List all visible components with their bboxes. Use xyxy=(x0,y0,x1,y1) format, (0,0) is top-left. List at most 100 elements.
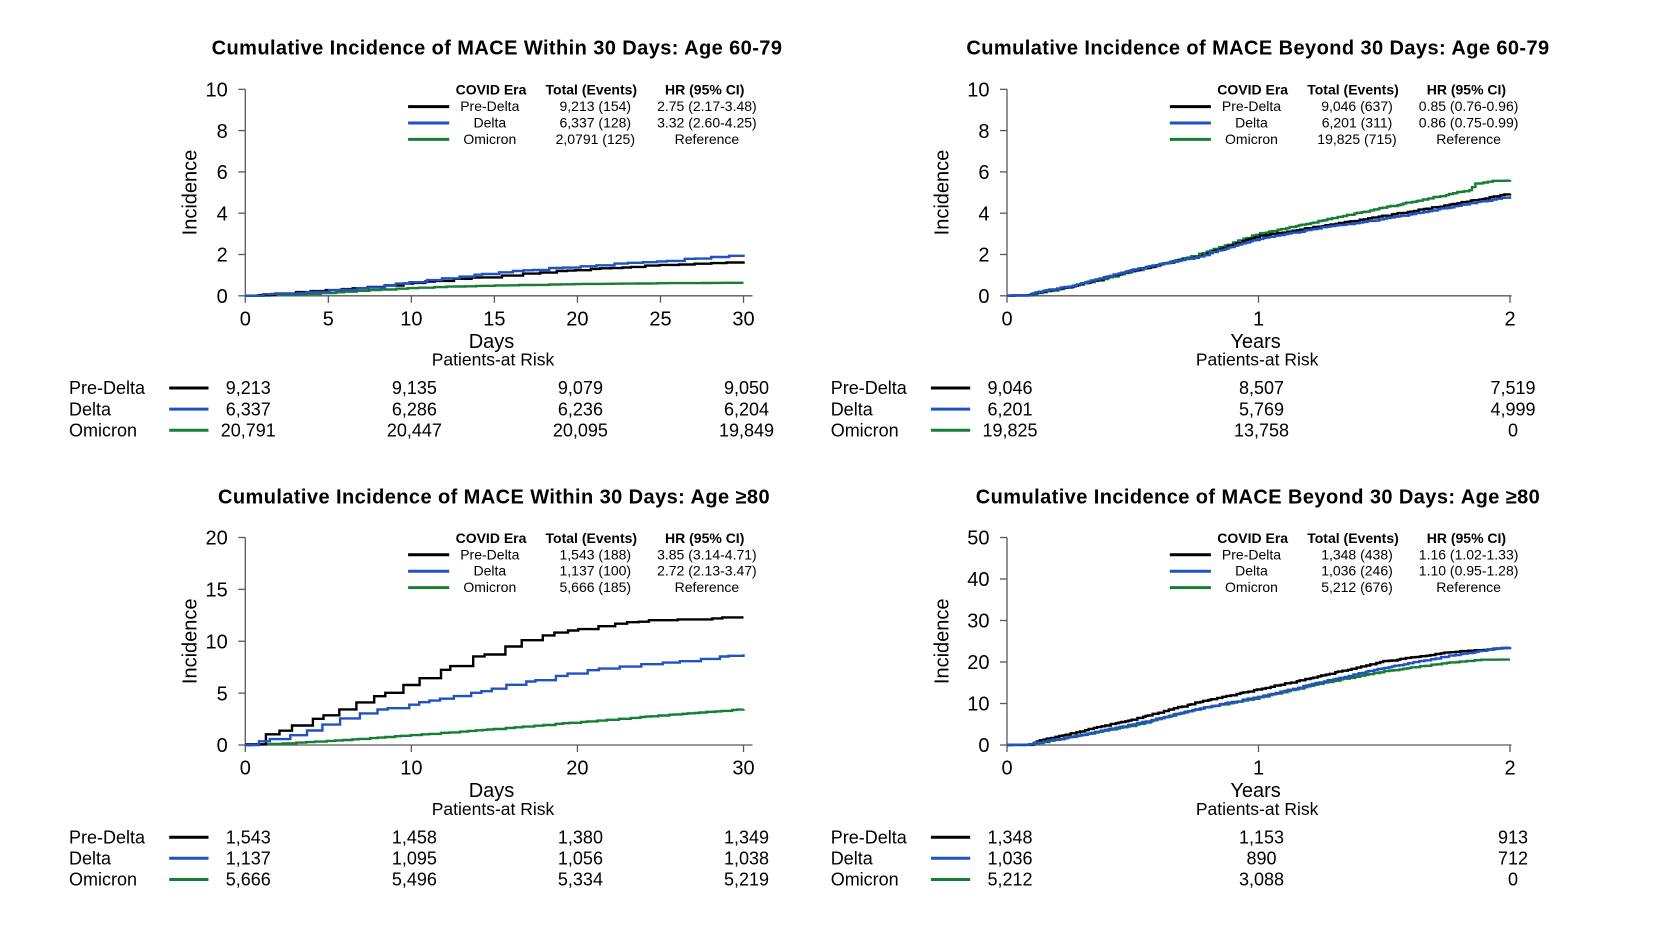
svg-text:8: 8 xyxy=(217,121,228,143)
svg-text:COVID Era: COVID Era xyxy=(1217,530,1288,546)
svg-text:Patients-at Risk: Patients-at Risk xyxy=(1196,799,1319,819)
svg-text:5,212 (676): 5,212 (676) xyxy=(1321,579,1393,595)
svg-text:Pre-Delta: Pre-Delta xyxy=(69,378,146,398)
svg-text:4,999: 4,999 xyxy=(1490,399,1535,419)
svg-text:Pre-Delta: Pre-Delta xyxy=(460,546,519,562)
svg-text:Pre-Delta: Pre-Delta xyxy=(69,827,146,847)
svg-text:30: 30 xyxy=(967,611,989,633)
svg-text:9,046: 9,046 xyxy=(987,378,1032,398)
svg-text:6,201: 6,201 xyxy=(987,399,1032,419)
svg-text:5,219: 5,219 xyxy=(724,870,769,890)
svg-text:40: 40 xyxy=(967,569,989,591)
svg-text:Delta: Delta xyxy=(831,399,874,419)
svg-text:2: 2 xyxy=(217,245,228,267)
svg-text:1,348 (438): 1,348 (438) xyxy=(1321,546,1393,562)
svg-text:5: 5 xyxy=(217,683,228,705)
svg-text:1,056: 1,056 xyxy=(558,849,603,869)
svg-text:20: 20 xyxy=(206,528,228,550)
svg-text:Omicron: Omicron xyxy=(1225,131,1278,147)
svg-text:30: 30 xyxy=(732,758,754,780)
svg-text:9,079: 9,079 xyxy=(558,378,603,398)
svg-text:2: 2 xyxy=(1504,758,1515,780)
svg-text:1: 1 xyxy=(1253,309,1264,331)
svg-text:20: 20 xyxy=(566,309,588,331)
svg-text:20,095: 20,095 xyxy=(553,421,608,441)
svg-text:Omicron: Omicron xyxy=(463,579,516,595)
svg-text:1.10 (0.95-1.28): 1.10 (0.95-1.28) xyxy=(1419,563,1519,579)
svg-text:Delta: Delta xyxy=(473,115,506,131)
svg-text:20,447: 20,447 xyxy=(387,421,442,441)
svg-text:1: 1 xyxy=(1253,758,1264,780)
svg-text:2.72 (2.13-3.47): 2.72 (2.13-3.47) xyxy=(657,563,757,579)
svg-text:0: 0 xyxy=(978,735,989,757)
svg-text:1,349: 1,349 xyxy=(724,827,769,847)
svg-text:Pre-Delta: Pre-Delta xyxy=(1222,546,1281,562)
svg-text:Delta: Delta xyxy=(831,849,874,869)
svg-text:0: 0 xyxy=(1508,870,1518,890)
svg-text:10: 10 xyxy=(400,758,422,780)
svg-text:Delta: Delta xyxy=(473,563,506,579)
svg-text:HR (95% CI): HR (95% CI) xyxy=(1427,530,1506,546)
svg-text:Incidence: Incidence xyxy=(931,150,953,236)
svg-text:5,769: 5,769 xyxy=(1239,399,1284,419)
svg-text:10: 10 xyxy=(206,631,228,653)
svg-text:0: 0 xyxy=(978,286,989,308)
svg-text:5,212: 5,212 xyxy=(987,870,1032,890)
svg-text:Cumulative Incidence of MACE B: Cumulative Incidence of MACE Beyond 30 D… xyxy=(976,487,1540,509)
svg-text:Cumulative Incidence of MACE B: Cumulative Incidence of MACE Beyond 30 D… xyxy=(966,38,1549,60)
svg-text:20,791: 20,791 xyxy=(221,421,276,441)
svg-text:Incidence: Incidence xyxy=(180,598,202,684)
svg-text:6: 6 xyxy=(217,162,228,184)
svg-text:Omicron: Omicron xyxy=(463,131,516,147)
svg-text:2,0791 (125): 2,0791 (125) xyxy=(556,131,635,147)
svg-text:1,036 (246): 1,036 (246) xyxy=(1321,563,1393,579)
svg-text:Pre-Delta: Pre-Delta xyxy=(1222,98,1281,114)
svg-text:Reference: Reference xyxy=(675,131,740,147)
svg-text:7,519: 7,519 xyxy=(1490,378,1535,398)
svg-text:Patients-at Risk: Patients-at Risk xyxy=(432,350,555,370)
svg-text:6,337: 6,337 xyxy=(226,399,271,419)
svg-text:Omicron: Omicron xyxy=(69,870,137,890)
svg-text:HR (95% CI): HR (95% CI) xyxy=(1427,82,1506,98)
svg-text:Total (Events): Total (Events) xyxy=(546,82,638,98)
svg-text:1,348: 1,348 xyxy=(987,827,1032,847)
svg-text:20: 20 xyxy=(566,758,588,780)
svg-text:20: 20 xyxy=(967,652,989,674)
svg-text:8: 8 xyxy=(978,121,989,143)
svg-text:Reference: Reference xyxy=(675,579,740,595)
svg-text:6,236: 6,236 xyxy=(558,399,603,419)
svg-text:5,334: 5,334 xyxy=(558,870,603,890)
svg-text:913: 913 xyxy=(1498,827,1528,847)
svg-text:6,337 (128): 6,337 (128) xyxy=(559,115,631,131)
svg-text:8,507: 8,507 xyxy=(1239,378,1284,398)
svg-text:1.16 (1.02-1.33): 1.16 (1.02-1.33) xyxy=(1419,546,1519,562)
svg-text:10: 10 xyxy=(967,80,989,102)
svg-text:Omicron: Omicron xyxy=(831,421,899,441)
svg-text:Years: Years xyxy=(1230,780,1280,802)
svg-text:Patients-at Risk: Patients-at Risk xyxy=(1196,350,1319,370)
svg-text:COVID Era: COVID Era xyxy=(1217,82,1288,98)
svg-text:2: 2 xyxy=(978,245,989,267)
svg-text:1,543 (188): 1,543 (188) xyxy=(559,546,631,562)
svg-text:10: 10 xyxy=(967,694,989,716)
svg-text:Delta: Delta xyxy=(69,399,112,419)
svg-text:9,046 (637): 9,046 (637) xyxy=(1321,98,1393,114)
svg-text:2: 2 xyxy=(1504,309,1515,331)
svg-text:Reference: Reference xyxy=(1436,579,1501,595)
svg-text:1,036: 1,036 xyxy=(987,849,1032,869)
svg-text:25: 25 xyxy=(649,309,671,331)
svg-text:6,201 (311): 6,201 (311) xyxy=(1322,115,1393,131)
svg-text:5,666 (185): 5,666 (185) xyxy=(559,579,631,595)
svg-text:6,286: 6,286 xyxy=(392,399,437,419)
svg-text:Pre-Delta: Pre-Delta xyxy=(460,98,519,114)
svg-text:Incidence: Incidence xyxy=(931,598,953,684)
svg-text:10: 10 xyxy=(206,80,228,102)
svg-text:1,153: 1,153 xyxy=(1239,827,1284,847)
svg-text:19,825 (715): 19,825 (715) xyxy=(1317,131,1396,147)
svg-text:0: 0 xyxy=(240,309,251,331)
svg-text:0.86 (0.75-0.99): 0.86 (0.75-0.99) xyxy=(1419,115,1519,131)
svg-text:9,213: 9,213 xyxy=(226,378,271,398)
svg-text:Pre-Delta: Pre-Delta xyxy=(831,378,908,398)
svg-text:1,137: 1,137 xyxy=(226,849,271,869)
svg-text:HR (95% CI): HR (95% CI) xyxy=(665,82,744,98)
